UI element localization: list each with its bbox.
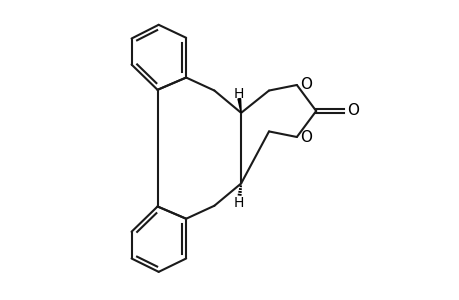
Text: H: H: [234, 86, 244, 100]
Text: O: O: [347, 103, 358, 118]
Text: O: O: [299, 130, 311, 145]
Text: H: H: [234, 196, 244, 210]
Polygon shape: [237, 99, 241, 113]
Text: O: O: [299, 77, 311, 92]
